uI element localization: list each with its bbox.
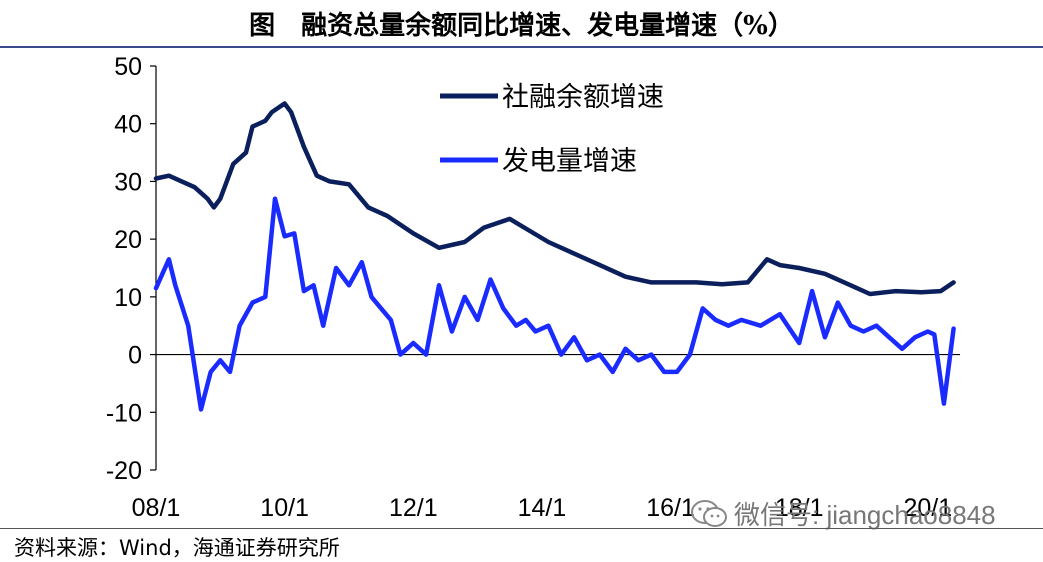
series-line-2 <box>153 196 956 412</box>
x-tick-label: 14/1 <box>518 494 567 522</box>
watermark-text: 微信号: jiangchao8848 <box>734 500 996 530</box>
y-tick-label: 10 <box>114 284 142 312</box>
x-tick-label: 18/1 <box>775 494 824 522</box>
y-tick-label: -20 <box>106 457 142 485</box>
x-axis: 08/1 10/1 12/1 14/1 16/1 18/1 20/1 <box>132 353 960 522</box>
x-tick-label: 08/1 <box>132 494 181 522</box>
footer-divider <box>0 528 1043 529</box>
y-tick-label: 50 <box>114 53 142 81</box>
series-lines <box>153 101 956 412</box>
series-line-1 <box>153 101 956 297</box>
wechat-icon <box>691 499 727 527</box>
legend-label: 社融余额增速 <box>502 82 664 113</box>
y-tick-label: 20 <box>114 226 142 254</box>
source-note: 资料来源：Wind，海通证券研究所 <box>14 536 340 560</box>
chart-title: 图 融资总量余额同比增速、发电量增速（%） <box>0 0 1043 48</box>
x-tick-label: 20/1 <box>904 494 953 522</box>
legend-label: 发电量增速 <box>502 146 637 177</box>
x-tick-label: 16/1 <box>646 494 695 522</box>
y-tick-label: 30 <box>114 168 142 196</box>
line-chart: 50 40 30 20 10 0 -10 -20 08/1 10/1 12/1 14/1 16/1 18… <box>106 53 960 522</box>
y-tick-label: 0 <box>128 342 142 370</box>
x-tick-label: 10/1 <box>260 494 309 522</box>
watermark: 微信号: jiangchao8848 <box>690 495 996 532</box>
y-axis: 50 40 30 20 10 0 -10 -20 <box>106 53 157 485</box>
y-tick-label: -10 <box>106 399 142 427</box>
x-tick-label: 12/1 <box>389 494 438 522</box>
y-tick-label: 40 <box>114 111 142 139</box>
